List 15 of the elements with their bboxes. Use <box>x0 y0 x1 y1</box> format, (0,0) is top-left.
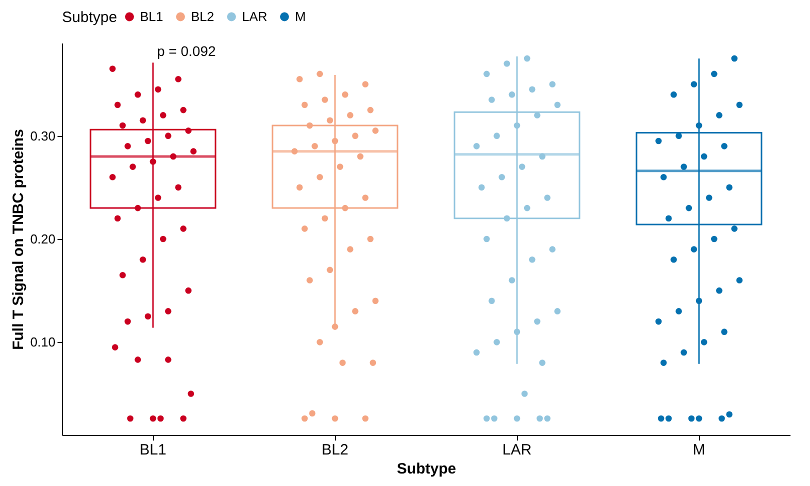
x-tick-label: BL2 <box>322 442 348 458</box>
y-tick-label: 0.30 <box>30 128 56 144</box>
legend-title: Subtype <box>62 9 118 26</box>
y-tick-label: 0.20 <box>30 232 56 246</box>
legend-label: BL1 <box>140 8 164 24</box>
y-tick-label: 0.10 <box>30 334 56 350</box>
legend-label: M <box>295 8 306 24</box>
x-tick-label: LAR <box>502 442 532 458</box>
legend-label: LAR <box>242 8 268 24</box>
y-axis-title: Full T Signal on TNBC proteins <box>10 129 28 350</box>
x-tick-label: BL1 <box>140 442 166 458</box>
legend-label: BL2 <box>191 8 214 24</box>
x-tick-label: M <box>692 442 706 458</box>
annotation: p = 0.092 <box>157 43 216 59</box>
x-axis-title: Subtype <box>396 460 456 478</box>
